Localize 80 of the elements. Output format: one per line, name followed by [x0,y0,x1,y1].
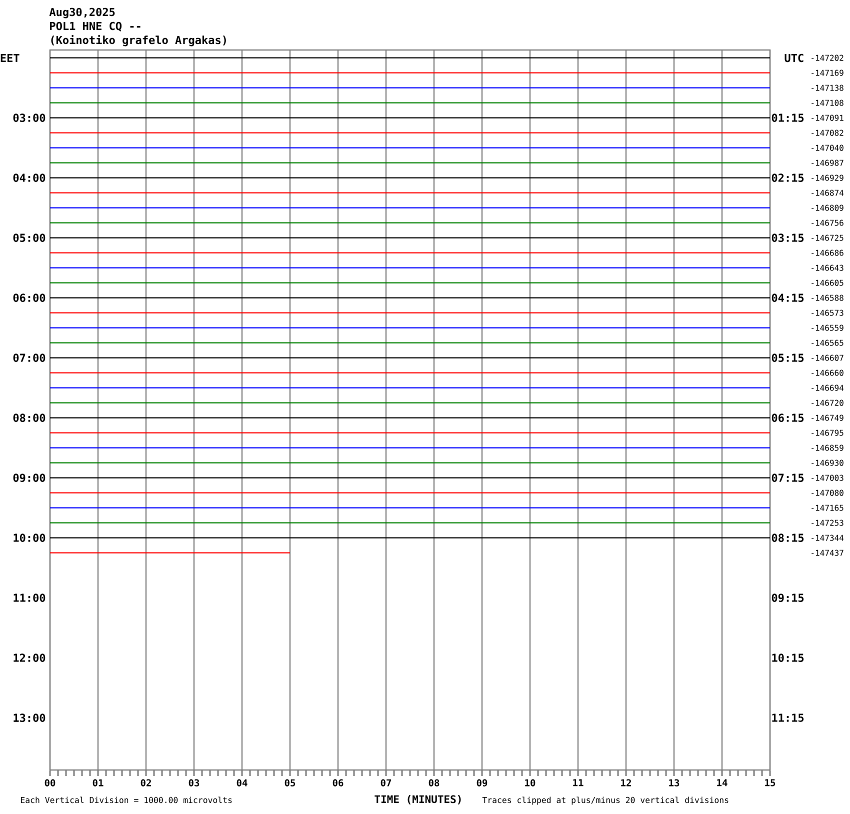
text: -146559 [812,324,844,331]
x-tick-label: 12 [621,779,631,786]
text: Traces clipped at plus/minus 20 vertical divisions [482,796,728,805]
x-axis-title: TIME (MINUTES) [374,795,461,804]
text: -147344 [812,534,844,541]
x-tick-label: 07 [380,779,392,786]
text: -146795 [812,430,844,436]
text: -146987 [812,160,844,166]
y-tick-label: 12:00 [14,654,46,662]
text: -147253 [812,520,844,526]
y2-tick-label: 07:15 [772,474,804,482]
y2-axis-title: UTC [784,54,804,62]
x-tick-label: 05 [284,779,296,786]
text: -146809 [812,204,844,211]
text: -146749 [812,414,844,421]
y-tick-label: 06:00 [13,294,46,302]
x-tick-label: 11 [573,779,584,786]
y-tick-label: 09:00 [13,474,46,482]
y2-tick-label: 08:15 [772,534,804,542]
x-tick-label: 03 [188,779,200,786]
y2-tick-label: 05:15 [772,354,804,362]
x-tick-label: 10 [525,779,536,786]
y2-tick-label: 01:15 [772,114,804,122]
text: -146686 [812,250,844,256]
text: -147165 [812,504,844,511]
text: -147437 [812,550,844,556]
x-tick-label: 01 [92,779,104,786]
text: -146660 [812,370,844,376]
text: -146694 [812,384,844,391]
text: -146859 [812,444,844,451]
text: -146573 [812,310,844,316]
text: -147138 [812,84,844,91]
y2-tick-label: 03:15 [772,234,804,242]
text: Each Vertical Division = 1000.00 microvolts [20,796,232,804]
y-tick-label: 07:00 [13,354,46,362]
text: -146756 [812,220,844,226]
x-tick-label: 00 [44,779,56,786]
text: -146605 [812,280,844,286]
chart-subtitle: POL1 HNE CQ -- [50,22,140,32]
text: -146720 [812,400,844,406]
text: (Koinotiko grafelo Argakas) [51,35,226,46]
text: -146930 [812,460,844,466]
x-tick-label: 14 [717,779,728,786]
x-tick-label: 02 [140,779,151,786]
y2-tick-label: 09:15 [772,594,804,602]
text: -147108 [812,100,844,106]
text: -147080 [812,490,844,496]
text: -146607 [812,354,844,361]
y2-tick-label: 02:15 [772,174,804,182]
y-tick-label: 03:00 [13,114,46,122]
text: -147169 [812,70,844,76]
text: -146588 [812,294,844,301]
y2-tick-label: 06:15 [772,414,804,422]
y-tick-label: 04:00 [13,174,46,182]
y-tick-label: 10:00 [14,534,46,542]
text: -146874 [812,190,844,196]
x-tick-label: 06 [332,779,344,786]
y-tick-label: 05:00 [13,234,46,242]
text: -147003 [812,474,844,481]
y-tick-label: 08:00 [13,414,46,422]
chart-title: Aug30,2025 [49,8,115,18]
x-tick-label: 09 [476,779,488,786]
text: -146565 [812,340,844,346]
text: -147082 [812,130,844,136]
y-tick-label: 11:00 [14,594,46,602]
text: -147040 [812,144,844,151]
x-tick-label: 08 [428,779,440,786]
y-axis-title: EET [0,54,20,62]
y2-tick-label: 10:15 [772,654,804,662]
x-tick-label: 15 [765,779,776,786]
text: -146929 [812,174,844,181]
text: -147202 [812,54,844,61]
text: -146643 [812,264,844,271]
x-tick-label: 04 [236,779,248,786]
y2-tick-label: 11:15 [772,714,804,722]
text: -147091 [812,114,844,121]
text: -146725 [812,234,844,241]
y2-tick-label: 04:15 [772,294,804,302]
y-tick-label: 13:00 [14,714,46,722]
x-tick-label: 13 [669,779,680,786]
